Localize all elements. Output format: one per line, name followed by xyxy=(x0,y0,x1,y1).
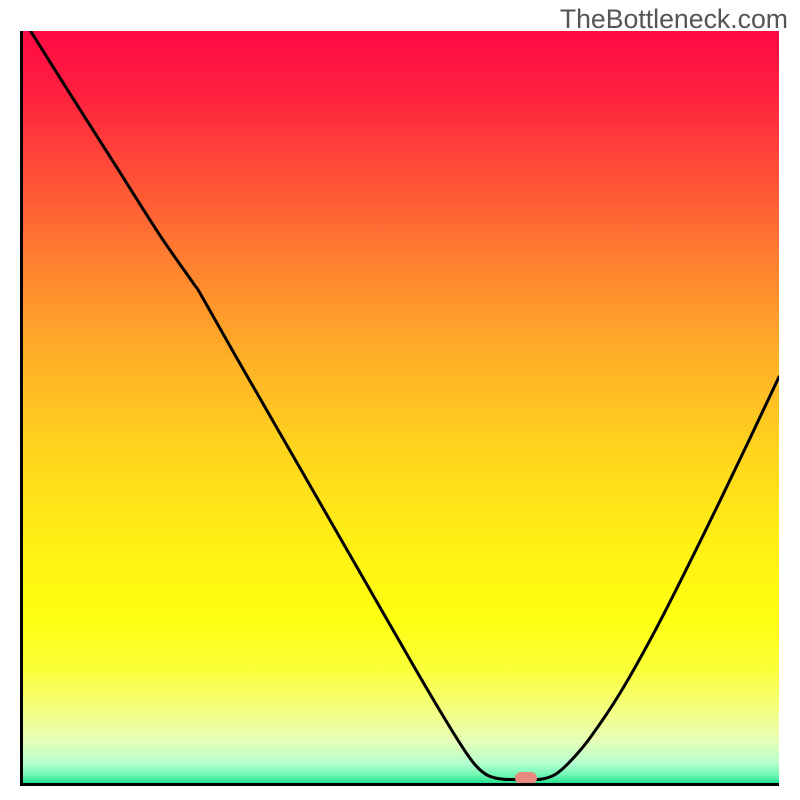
plot-area xyxy=(23,31,779,783)
x-axis-line xyxy=(20,783,779,786)
bottleneck-chart: TheBottleneck.com xyxy=(0,0,800,800)
watermark-text: TheBottleneck.com xyxy=(560,4,788,35)
y-axis-line xyxy=(20,31,23,786)
bottleneck-curve-path xyxy=(31,31,779,780)
curve-layer xyxy=(23,31,779,783)
